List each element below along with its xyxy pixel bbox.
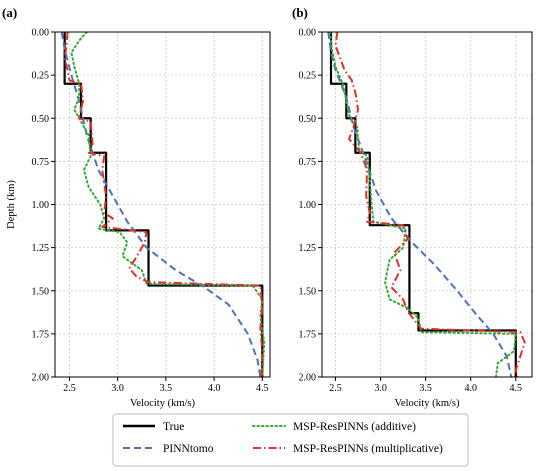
series-line-msp-respinns-multiplicative <box>334 32 526 377</box>
x-tick-label: 3.0 <box>111 383 124 394</box>
series-line-pinntomo <box>60 32 262 377</box>
y-tick-label: 1.25 <box>299 243 317 254</box>
series-group <box>60 32 266 377</box>
y-tick-label: 0.25 <box>299 71 317 82</box>
x-tick-label: 4.0 <box>208 383 221 394</box>
y-tick-label: 0.50 <box>299 114 317 125</box>
grid <box>55 31 270 378</box>
y-tick-label: 2.00 <box>299 373 317 384</box>
y-tick-label: 1.00 <box>32 200 50 211</box>
y-tick-label: 0.00 <box>299 28 317 39</box>
y-tick-label: 0.00 <box>32 28 50 39</box>
x-tick-label: 3.0 <box>374 383 387 394</box>
legend-label: MSP-ResPINNs (additive) <box>293 421 416 433</box>
y-tick-label: 1.75 <box>32 329 50 340</box>
ticks: 2.5 3.0 3.5 4.0 4.5 0.00 0.25 0.50 0.75 1.00 1.25 1… <box>32 28 269 395</box>
legend-label: PINNtomo <box>163 443 214 455</box>
legend: True PINNtomo MSP-ResPINNs (additive) MSP-R… <box>112 413 469 467</box>
y-tick-label: 0.75 <box>32 157 50 168</box>
series-group <box>327 32 526 377</box>
x-tick-label: 4.5 <box>256 383 269 394</box>
x-tick-label: 4.0 <box>464 383 477 394</box>
y-tick-label: 1.50 <box>299 286 317 297</box>
y-tick-label: 1.25 <box>32 243 50 254</box>
y-tick-label: 0.50 <box>32 114 50 125</box>
x-tick-label: 4.5 <box>510 383 523 394</box>
legend-label: True <box>163 421 184 433</box>
series-line-msp-respinns-additive <box>329 32 517 377</box>
x-tick-label: 2.5 <box>329 383 342 394</box>
x-tick-label: 3.5 <box>419 383 432 394</box>
legend-label: MSP-ResPINNs (multiplicative) <box>293 443 443 455</box>
y-tick-label: 1.00 <box>299 200 317 211</box>
grid <box>322 31 532 378</box>
chart-panel-2: 2.5 3.0 3.5 4.0 4.5 0.00 0.25 0.50 0.75 1.00 1.25 1… <box>292 5 533 409</box>
panel-label: (b) <box>292 5 308 20</box>
panel-label: (a) <box>2 5 17 20</box>
y-tick-label: 0.75 <box>299 157 317 168</box>
y-tick-label: 0.25 <box>32 71 50 82</box>
chart-panel-1: 2.5 3.0 3.5 4.0 4.5 0.00 0.25 0.50 0.75 1.00 1.25 1… <box>2 5 271 409</box>
x-axis-label: Velocity (km/s) <box>130 398 196 409</box>
legend-box <box>112 413 469 467</box>
series-line-msp-respinns-multiplicative <box>63 32 264 377</box>
y-tick-label: 2.00 <box>32 373 50 384</box>
x-tick-label: 3.5 <box>160 383 173 394</box>
y-tick-label: 1.75 <box>299 329 317 340</box>
x-tick-label: 2.5 <box>63 383 76 394</box>
y-tick-label: 1.50 <box>32 286 50 297</box>
ticks: 2.5 3.0 3.5 4.0 4.5 0.00 0.25 0.50 0.75 1.00 1.25 1… <box>299 28 523 395</box>
x-axis-label: Velocity (km/s) <box>394 398 460 409</box>
y-axis-label: Depth (km) <box>6 180 17 229</box>
series-line-pinntomo <box>327 32 513 377</box>
